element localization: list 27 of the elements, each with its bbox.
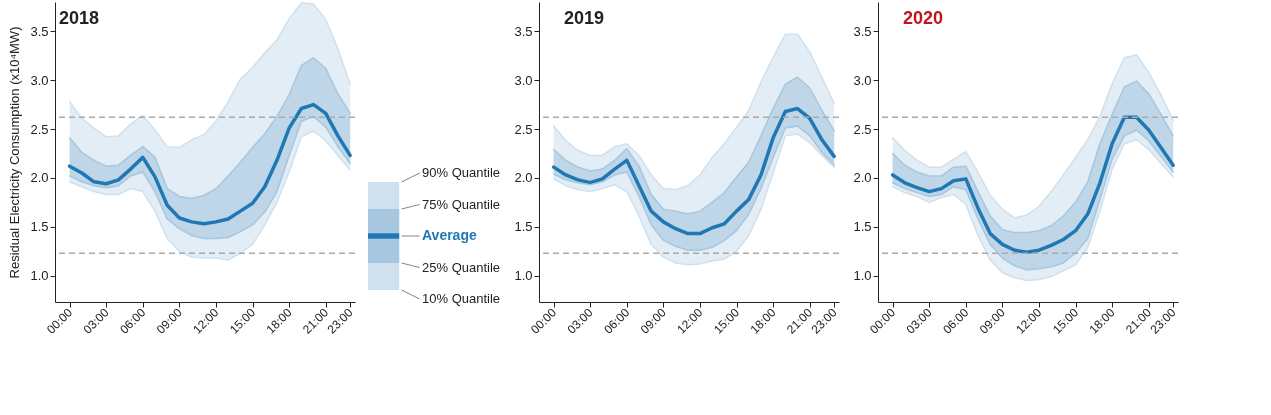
text: 10% Quantile <box>422 291 501 306</box>
text: 25% Quantile <box>422 259 501 275</box>
y-tick-label: 3.0 <box>853 72 872 88</box>
y-tick-label: 2.0 <box>30 170 49 186</box>
y-tick-label: 2.0 <box>514 170 533 186</box>
y-tick-label: 2.0 <box>853 170 872 186</box>
y-tick-label: 1.0 <box>30 268 49 284</box>
text: 75% Quantile <box>422 196 501 212</box>
chart-title: 2019 <box>563 8 604 28</box>
y-tick-label: 1.5 <box>30 219 49 235</box>
y-tick-label: 1.0 <box>514 268 533 284</box>
y-tick-label: 1.5 <box>514 219 533 235</box>
y-tick-label: 3.5 <box>30 23 49 39</box>
chart-title: 2020 <box>902 8 943 28</box>
y-tick-label: 3.5 <box>853 23 872 39</box>
y-axis-title: Residual Electricity Consumption (x10⁴MW) <box>7 26 23 279</box>
y-tick-label: 2.5 <box>514 121 533 137</box>
y-tick-label: 2.5 <box>30 121 49 137</box>
y-tick-label: 2.5 <box>853 121 872 137</box>
y-tick-label: 1.0 <box>853 268 872 284</box>
y-tick-label: 3.5 <box>514 23 533 39</box>
y-tick-label: 1.5 <box>853 219 872 235</box>
y-tick-label: 3.0 <box>514 72 533 88</box>
y-tick-label: 3.0 <box>30 72 49 88</box>
text: Average <box>422 227 477 243</box>
chart-title: 2018 <box>58 8 99 28</box>
text: 90% Quantile <box>422 165 501 180</box>
